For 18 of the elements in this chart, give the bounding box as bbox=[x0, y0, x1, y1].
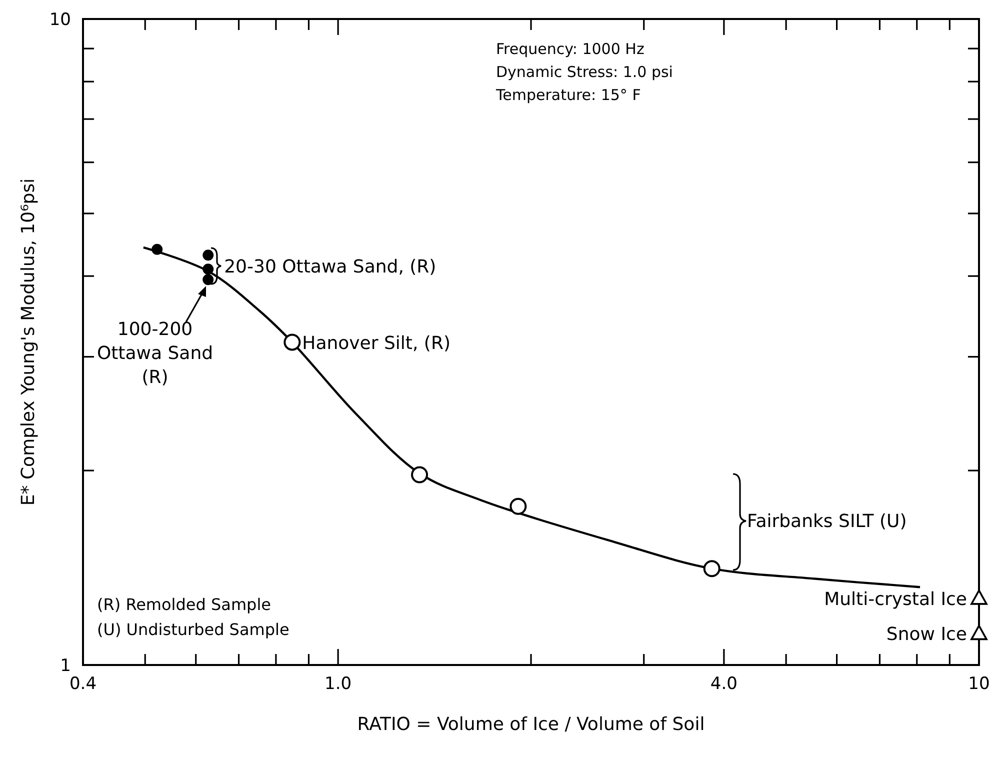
annotation: Frequency: 1000 Hz bbox=[496, 40, 644, 58]
annotation: Temperature: 15° F bbox=[495, 86, 641, 104]
annotation: 100-200 Ottawa Sand (R) bbox=[96, 319, 214, 388]
x-axis-title: RATIO = Volume of Ice / Volume of Soil bbox=[357, 714, 705, 735]
y-axis-title: E* Complex Young's Modulus, 10⁶psi bbox=[18, 178, 39, 506]
annotation: Snow Ice bbox=[886, 624, 967, 646]
annotation: 20-30 Ottawa Sand, (R) bbox=[224, 256, 436, 278]
annotation: Multi-crystal Ice bbox=[824, 588, 967, 610]
annotation: (U) Undisturbed Sample bbox=[97, 620, 290, 639]
annotation: Fairbanks SILT (U) bbox=[747, 511, 907, 532]
y-tick-label: 1 bbox=[60, 656, 71, 676]
x-tick-label: 1.0 bbox=[324, 674, 352, 694]
annotation: (R) Remolded Sample bbox=[97, 595, 271, 614]
x-tick-label: 4.0 bbox=[710, 674, 738, 694]
annotation: Dynamic Stress: 1.0 psi bbox=[496, 63, 673, 81]
x-tick-label: 0.4 bbox=[69, 674, 97, 694]
x-tick-label: 10 bbox=[968, 674, 989, 694]
annotation: Hanover Silt, (R) bbox=[302, 333, 450, 354]
